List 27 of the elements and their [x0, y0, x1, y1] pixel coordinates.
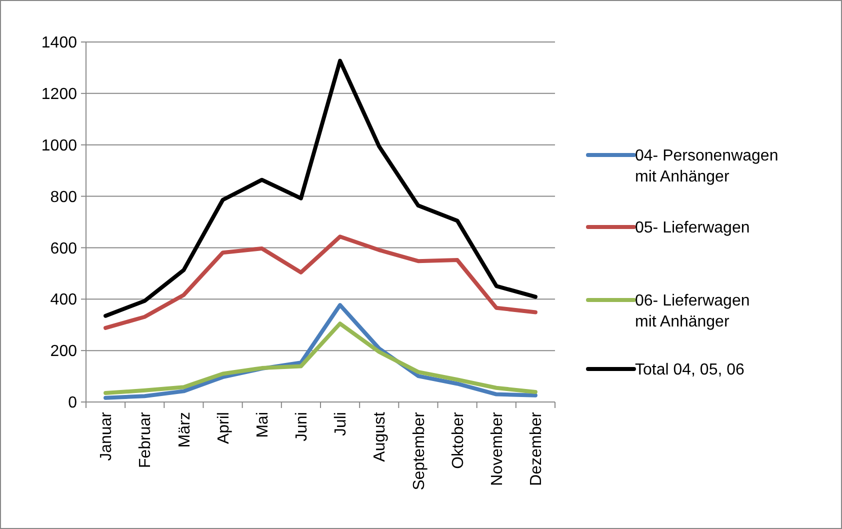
y-tick-label: 600 [50, 240, 78, 258]
x-tick-label: August [372, 411, 389, 462]
x-tick-label: März [176, 412, 194, 448]
x-tick-label: Februar [137, 411, 154, 468]
line-series [104, 58, 538, 318]
x-tick-label: Januar [98, 411, 116, 461]
y-tick-label: 400 [50, 292, 78, 309]
y-tick-label: 200 [50, 343, 78, 360]
x-tick-label: November [488, 411, 506, 486]
legend-label: 06- Lieferwagen mit Anhänger [635, 292, 750, 330]
x-tick-label: Dezember [528, 411, 546, 486]
legend-label: 05- Lieferwagen [635, 220, 750, 237]
legend-label: 04- Personenwagen mit Anhänger [635, 148, 778, 186]
x-tick-label: Juli [332, 412, 350, 436]
y-tick-label: 0 [68, 394, 78, 412]
x-tick-label: Juni [294, 412, 311, 442]
legend-label: Total 04, 05, 06 [635, 362, 745, 379]
y-tick-label: 800 [50, 188, 78, 206]
x-tick-label: September [410, 411, 428, 490]
x-tick-label: Mai [254, 412, 272, 438]
x-tick-label: April [215, 412, 232, 444]
line-series [104, 234, 538, 330]
y-tick-label: 1000 [41, 137, 78, 154]
y-tick-label: 1200 [41, 86, 78, 104]
y-tick-label: 1400 [41, 34, 78, 52]
line-series [104, 322, 538, 395]
x-tick-label: Oktober [450, 411, 467, 469]
